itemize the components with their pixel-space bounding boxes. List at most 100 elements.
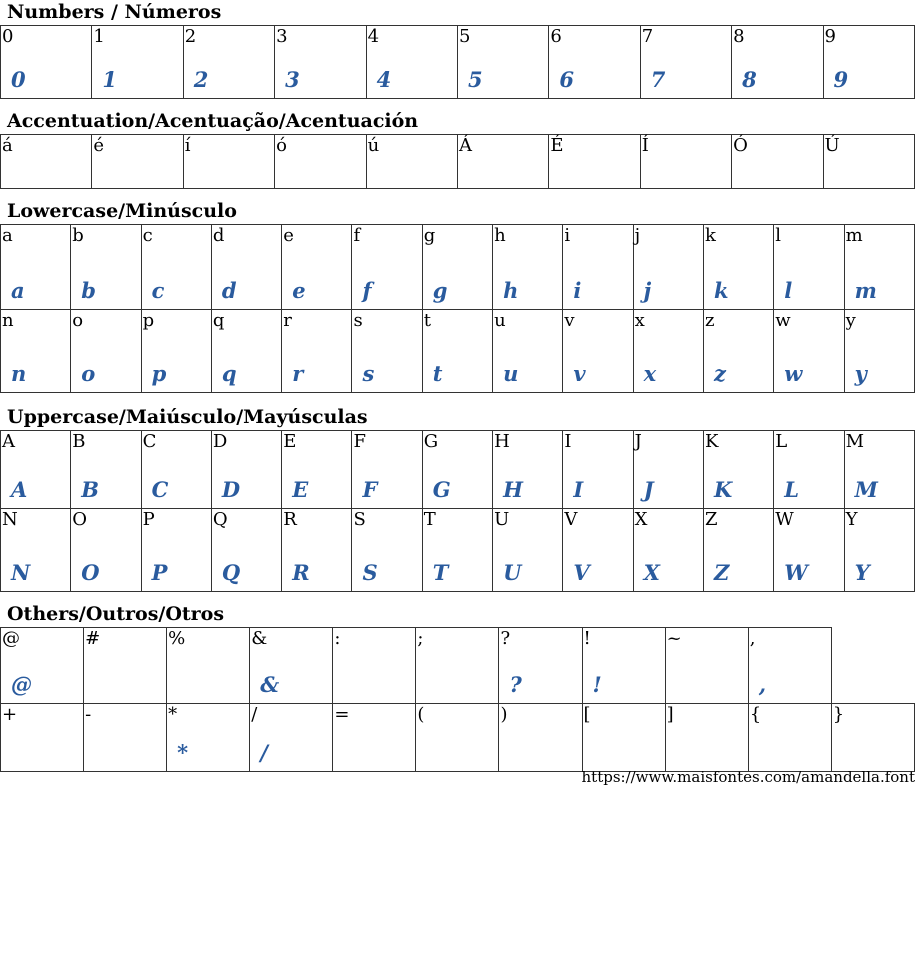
character-label: e xyxy=(283,225,294,246)
font-sample-glyph: D xyxy=(221,477,241,502)
font-sample-glyph: @ xyxy=(11,672,32,697)
glyph-cell: * * xyxy=(166,703,251,772)
character-label: J xyxy=(634,431,642,452)
font-sample-glyph: U xyxy=(503,560,522,585)
character-label: 0 xyxy=(2,26,14,47)
character-label: B xyxy=(72,431,86,452)
character-label: j xyxy=(634,225,641,246)
character-label: - xyxy=(85,704,92,725)
character-label: c xyxy=(142,225,153,246)
font-sample-glyph: L xyxy=(784,477,800,502)
character-label: d xyxy=(212,225,225,246)
font-sample-glyph: r xyxy=(292,361,304,386)
character-label: é xyxy=(93,135,105,156)
glyph-row: @ @ #% & &:;??!! ~,, xyxy=(0,627,915,704)
glyph-cell: ~ xyxy=(664,627,749,704)
font-sample-glyph: 8 xyxy=(742,67,757,92)
character-label: 3 xyxy=(276,26,288,47)
footer-url[interactable]: https://www.maisfontes.com/amandella.fon… xyxy=(581,768,916,786)
character-label: R xyxy=(283,509,297,530)
section-2: Lowercase/Minúsculo a a b b c c d d e e f f g g h h i i j j k… xyxy=(0,199,916,393)
character-label: 2 xyxy=(184,26,197,47)
character-label: w xyxy=(775,310,791,331)
font-sample-glyph: 7 xyxy=(650,67,666,92)
glyph-cell: ) xyxy=(498,703,583,772)
glyph-cell: É xyxy=(548,134,641,189)
character-label: x xyxy=(634,310,645,331)
character-label: ~ xyxy=(666,628,682,649)
character-label: F xyxy=(353,431,366,452)
font-sample-glyph: E xyxy=(292,477,309,502)
character-label: ; xyxy=(417,628,424,649)
font-sample-glyph: b xyxy=(81,278,96,303)
glyph-cell: ó xyxy=(274,134,367,189)
glyph-cell: ; xyxy=(415,627,500,704)
font-sample-glyph: * xyxy=(177,740,189,765)
character-label: Y xyxy=(845,509,858,530)
character-label: O xyxy=(72,509,88,530)
font-sample-glyph: Z xyxy=(713,560,730,585)
character-label: / xyxy=(251,704,258,725)
font-sample-glyph: O xyxy=(81,560,100,585)
font-sample-glyph: ? xyxy=(509,672,522,697)
font-sample-glyph: R xyxy=(292,560,310,585)
character-label: C xyxy=(142,431,157,452)
font-sample-glyph: X xyxy=(643,560,660,585)
character-label: n xyxy=(2,310,14,331)
font-sample-glyph: T xyxy=(432,560,449,585)
glyph-cell: ?? xyxy=(498,627,583,704)
font-sample-glyph: e xyxy=(292,278,306,303)
font-sample-glyph: h xyxy=(503,278,519,303)
glyph-cell: : xyxy=(332,627,417,704)
glyph-cell: - xyxy=(83,703,168,772)
character-label: [ xyxy=(583,704,591,725)
character-label: v xyxy=(564,310,575,331)
character-label: U xyxy=(494,509,510,530)
font-sample-glyph: o xyxy=(81,361,96,386)
glyph-cell: & & xyxy=(249,627,334,704)
font-sample-glyph: 6 xyxy=(559,67,574,92)
character-label: 4 xyxy=(367,26,380,47)
character-label: z xyxy=(704,310,715,331)
character-label: E xyxy=(283,431,297,452)
character-label: N xyxy=(2,509,18,530)
font-sample-glyph: H xyxy=(503,477,523,502)
font-sample-glyph: 0 xyxy=(11,67,26,92)
glyph-cell: Í xyxy=(639,134,733,189)
